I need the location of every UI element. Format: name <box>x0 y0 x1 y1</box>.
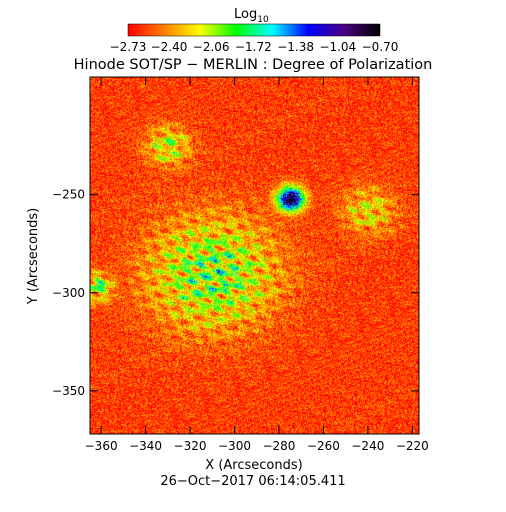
x-axis-label: X (Arcseconds) <box>205 458 302 473</box>
colorbar-tick-labels: −2.73 −2.40 −2.06 −1.72 −1.38 −1.04 −0.70 <box>110 40 399 54</box>
y-axis-label: Y (Arcseconds) <box>26 208 41 305</box>
x-tick-label: −280 <box>262 439 295 453</box>
colorbar-title: Log10 <box>234 7 269 25</box>
x-tick-label: −320 <box>174 439 207 453</box>
colorbar-tick-label: −1.72 <box>235 40 272 54</box>
chart-title: Hinode SOT/SP − MERLIN : Degree of Polar… <box>74 57 433 73</box>
colorbar-tick-label: −2.06 <box>193 40 230 54</box>
timestamp: 26−Oct−2017 06:14:05.411 <box>160 474 345 489</box>
colorbar-tick-label: −2.40 <box>151 40 188 54</box>
y-tick-label: −350 <box>52 384 85 398</box>
x-tick-label: −240 <box>351 439 384 453</box>
x-tick-label: −300 <box>218 439 251 453</box>
x-tick-label: −220 <box>396 439 429 453</box>
x-tick-label: −340 <box>129 439 162 453</box>
x-axis: −360 −340 −320 −300 −280 −260 −240 −220 <box>85 77 429 453</box>
colorbar-tick-label: −2.73 <box>110 40 147 54</box>
degree-of-polarization-map <box>90 77 419 434</box>
x-tick-label: −260 <box>307 439 340 453</box>
colorbar-tick-label: −1.04 <box>319 40 356 54</box>
colorbar-gradient <box>127 23 381 37</box>
x-tick-label: −360 <box>85 439 118 453</box>
plot-area: −360 −340 −320 −300 −280 −260 −240 −220 −250 −30… <box>52 76 429 453</box>
y-tick-label: −300 <box>52 286 85 300</box>
y-tick-label: −250 <box>52 188 85 202</box>
colorbar: Log10 −2.73 −2.40 −2.06 −1.72 −1.38 −1.04 −0.7… <box>110 7 399 54</box>
plot-frame <box>89 76 420 435</box>
colorbar-tick-label: −1.38 <box>277 40 314 54</box>
colorbar-tick-label: −0.70 <box>362 40 399 54</box>
y-axis: −250 −300 −350 <box>52 188 419 398</box>
